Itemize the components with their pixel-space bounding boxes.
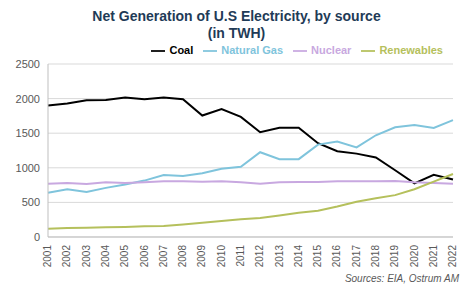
- html-text:(in TWH): (in TWH): [207, 25, 266, 41]
- html-text:Renewables: Renewables: [379, 44, 443, 56]
- svg-text:2015: 2015: [312, 245, 323, 268]
- html-text:Coal: Coal: [169, 44, 194, 56]
- svg-text:2005: 2005: [119, 245, 130, 268]
- html-text:Sources: EIA, Ostrum AM: Sources: EIA, Ostrum AM: [344, 273, 459, 284]
- svg-text:2017: 2017: [351, 245, 362, 268]
- svg-text:2018: 2018: [370, 245, 381, 268]
- svg-text:2012: 2012: [254, 245, 265, 268]
- svg-text:2008: 2008: [177, 245, 188, 268]
- svg-text:2004: 2004: [100, 245, 111, 268]
- svg-text:2500: 2500: [16, 58, 40, 70]
- svg-text:0: 0: [34, 231, 40, 243]
- svg-text:2010: 2010: [216, 245, 227, 268]
- svg-text:2022: 2022: [447, 245, 458, 268]
- svg-text:2003: 2003: [81, 245, 92, 268]
- html-text:Net Generation of U.S Electric: Net Generation of U.S Electricity, by so…: [92, 8, 381, 24]
- html-text:Nuclear: Nuclear: [311, 44, 352, 56]
- svg-text:1500: 1500: [16, 127, 40, 139]
- svg-text:2020: 2020: [409, 245, 420, 268]
- svg-text:2021: 2021: [428, 245, 439, 268]
- svg-text:2014: 2014: [293, 245, 304, 268]
- svg-text:500: 500: [22, 196, 40, 208]
- svg-text:2007: 2007: [158, 245, 169, 268]
- svg-text:2002: 2002: [61, 245, 72, 268]
- svg-text:2009: 2009: [196, 245, 207, 268]
- svg-text:2016: 2016: [331, 245, 342, 268]
- svg-text:2013: 2013: [274, 245, 285, 268]
- html-text:Natural Gas: Natural Gas: [221, 44, 283, 56]
- svg-text:2000: 2000: [16, 93, 40, 105]
- svg-text:1000: 1000: [16, 162, 40, 174]
- svg-text:2006: 2006: [139, 245, 150, 268]
- svg-text:2011: 2011: [235, 245, 246, 267]
- svg-text:2019: 2019: [389, 245, 400, 268]
- svg-text:2001: 2001: [42, 245, 53, 268]
